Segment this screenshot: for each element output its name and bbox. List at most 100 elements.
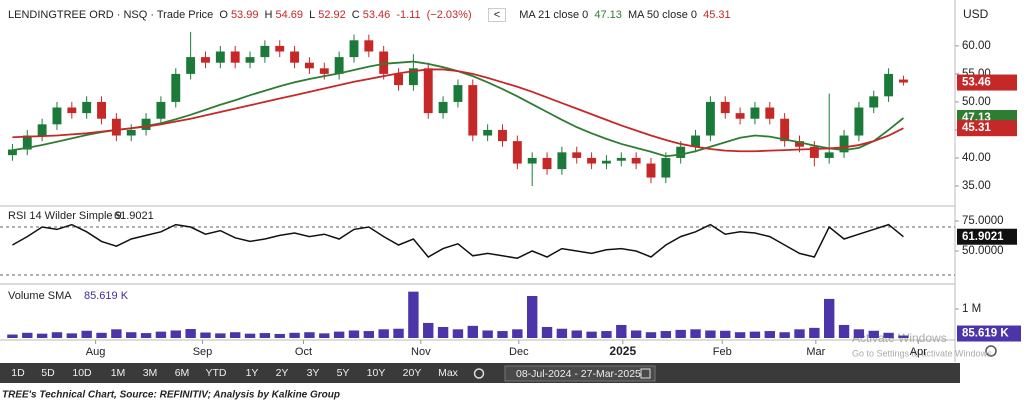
candle-body [869, 96, 879, 108]
volume-bar [185, 329, 196, 338]
x-tick-label: Feb [713, 346, 732, 358]
ohlc-value: 53.99 [230, 9, 259, 21]
candle-body [171, 73, 181, 102]
range-button[interactable]: 6M [174, 367, 190, 379]
volume-bar [720, 330, 731, 338]
candle-body [809, 146, 819, 158]
volume-bar [408, 291, 419, 338]
candle-body [735, 113, 745, 119]
range-button[interactable]: 1Y [245, 367, 259, 379]
candle-body [82, 101, 92, 114]
volume-bar [7, 334, 18, 338]
volume-bar [229, 332, 241, 338]
volume-bar [378, 329, 389, 338]
volume-bar [823, 298, 835, 338]
volume-bar [734, 332, 746, 338]
volume-bar [140, 333, 152, 338]
candle-body [126, 129, 136, 136]
currency: USD [963, 7, 989, 21]
candle-body [319, 68, 329, 74]
candle-body [601, 160, 611, 164]
range-button[interactable]: 20Y [402, 367, 422, 379]
collapse-button[interactable]: < [487, 8, 507, 22]
date-range: 08-Jul-2024 - 27-Mar-2025 [516, 368, 641, 380]
x-tick-label: Apr [910, 346, 927, 358]
candle-body [542, 157, 552, 170]
settings-icon[interactable] [985, 345, 997, 357]
volume-bar [541, 326, 553, 338]
candle-body [156, 101, 166, 119]
candle-body [379, 51, 389, 74]
candle-body [527, 157, 537, 164]
volume-bar [838, 324, 850, 338]
volume-bar [126, 332, 137, 338]
volume-bar [467, 325, 478, 338]
settings-icon[interactable] [473, 368, 485, 379]
volume-bar [809, 327, 820, 338]
candle-body [587, 157, 597, 164]
range-button[interactable]: 10D [72, 367, 92, 379]
candle-body [275, 45, 285, 52]
volume-bar [660, 331, 672, 338]
field: Trade Price [156, 9, 214, 21]
candle-body [230, 51, 240, 63]
range-button[interactable]: 1M [110, 367, 126, 379]
last-value-tag [957, 74, 1017, 91]
ohlc-value: 53.46 [362, 9, 391, 21]
candle-body [691, 135, 700, 147]
change: -1.11 [396, 9, 421, 21]
range-button[interactable]: 5Y [336, 367, 350, 379]
last-value-tag [957, 228, 1017, 245]
candle-body [7, 149, 17, 156]
volume-bar [794, 329, 805, 338]
last-value-label: 85.619 K [962, 328, 1009, 340]
x-tick-label: Nov [411, 346, 431, 358]
range-button[interactable]: Max [438, 367, 458, 379]
volume-bar [630, 330, 642, 338]
candle-body [22, 135, 32, 150]
volume-bar [393, 328, 404, 338]
candle-body [705, 101, 715, 136]
volume-bar [526, 296, 538, 338]
volume-bar [274, 333, 285, 338]
candle-body [438, 101, 448, 114]
volume-bar [289, 332, 300, 338]
y-tick-label: 35.00 [962, 180, 991, 192]
candle-body [111, 118, 121, 136]
candle-body [557, 152, 567, 170]
volume-bar [348, 330, 360, 338]
range-button[interactable]: 3M [142, 367, 158, 379]
volume-bar [705, 330, 716, 338]
ohlc-key: L [309, 9, 316, 21]
candle-body [572, 152, 582, 158]
volume-bar [898, 335, 909, 338]
last-value-tag [957, 120, 1017, 137]
candle-body [423, 68, 433, 114]
calendar-icon[interactable] [640, 368, 651, 379]
ohlc-value: 54.69 [275, 9, 304, 21]
candle-body [631, 157, 641, 164]
range-button[interactable]: YTD [205, 367, 227, 379]
panel-value: 85.619 K [84, 290, 129, 302]
toolbar [0, 363, 960, 383]
date-range-box[interactable] [504, 365, 656, 382]
volume-bar [601, 331, 612, 338]
range-button[interactable]: 5D [41, 367, 55, 379]
instrument: LENDINGTREE ORD [8, 9, 114, 21]
last-value-label: 45.31 [962, 122, 991, 134]
volume-bar [779, 332, 790, 338]
candle-body [364, 40, 374, 52]
volume-bar [111, 329, 122, 338]
candle-body [304, 62, 314, 69]
panel-value: 61.9021 [114, 210, 154, 222]
range-button[interactable]: 3Y [306, 367, 320, 379]
range-button[interactable]: 1D [11, 367, 25, 379]
candle-body [186, 57, 196, 74]
candle-body [408, 68, 418, 86]
range-button[interactable]: 10Y [366, 367, 386, 379]
volume-bar [497, 331, 508, 338]
range-button[interactable]: 2Y [275, 367, 289, 379]
last-value-label: 61.9021 [962, 231, 1004, 243]
candle-body [67, 107, 77, 114]
